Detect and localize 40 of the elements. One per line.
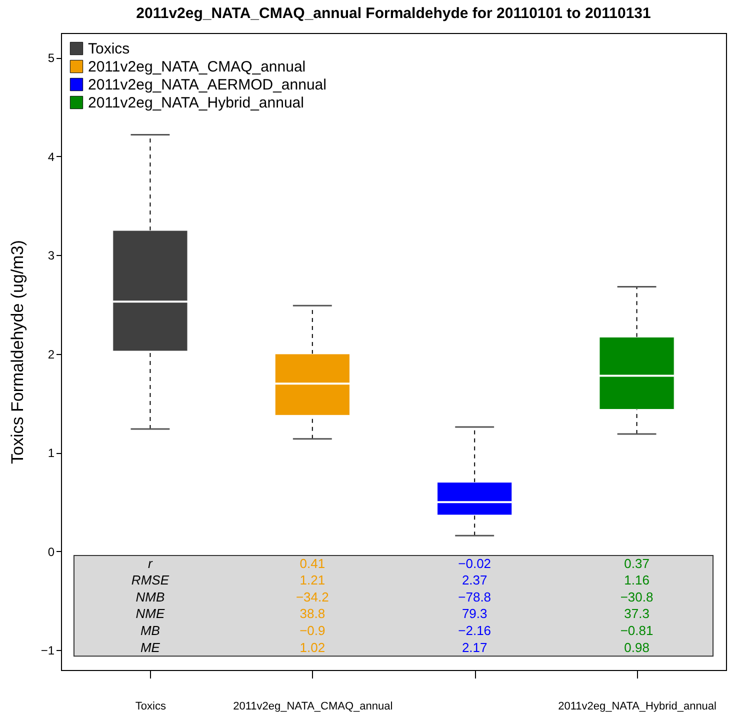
x-tick-label: 2011v2eg_NATA_CMAQ_annual — [233, 700, 393, 712]
annotation: 1.02 — [300, 640, 326, 655]
y-tick-label: 1 — [48, 446, 55, 460]
y-tick-label: −1 — [40, 644, 55, 658]
annotation: NMB — [136, 589, 165, 604]
annotation: −0.81 — [620, 622, 654, 638]
y-tick-label: 0 — [48, 544, 55, 559]
annotation: ME — [140, 640, 160, 655]
chart-title: 2011v2eg_NATA_CMAQ_annual Formaldehyde for 20110101 to 20110131 — [136, 5, 651, 22]
annotation: 1.21 — [300, 572, 326, 588]
annotation: 0.41 — [300, 556, 326, 571]
y-axis-title: Toxics Formaldehyde (ug/m3) — [8, 240, 27, 464]
legend-label: 2011v2eg_NATA_Hybrid_annual — [88, 94, 304, 112]
annotation: r — [148, 556, 154, 571]
annotation: RMSE — [131, 572, 170, 588]
annotation: −0.02 — [458, 556, 492, 571]
legend-label: 2011v2eg_NATA_AERMOD_annual — [88, 76, 326, 94]
annotation: 38.8 — [300, 606, 326, 622]
annotation: 2.17 — [462, 640, 488, 655]
annotation: 1.16 — [624, 572, 650, 588]
annotation: MB — [140, 622, 160, 638]
y-tick-label: 3 — [48, 248, 55, 263]
annotation: NME — [136, 606, 165, 622]
y-tick-label: 4 — [48, 150, 55, 164]
annotation: 79.3 — [462, 606, 488, 622]
legend-label: 2011v2eg_NATA_CMAQ_annual — [88, 58, 306, 76]
annotation: −78.8 — [458, 589, 492, 604]
legend-label: Toxics — [88, 40, 130, 58]
annotation: −2.16 — [458, 622, 492, 638]
x-tick-label: Toxics — [135, 700, 166, 712]
y-tick-label: 2 — [48, 347, 55, 362]
annotation: 2.37 — [462, 572, 488, 588]
annotation: 37.3 — [624, 606, 650, 622]
y-tick-label: 5 — [48, 51, 55, 66]
annotation: 0.98 — [624, 640, 650, 655]
annotation: −34.2 — [296, 589, 329, 604]
annotation: −0.9 — [300, 622, 326, 638]
annotation: −30.8 — [620, 589, 654, 604]
x-tick-label: 2011v2eg_NATA_Hybrid_annual — [558, 700, 716, 712]
annotation: 0.37 — [624, 556, 650, 571]
